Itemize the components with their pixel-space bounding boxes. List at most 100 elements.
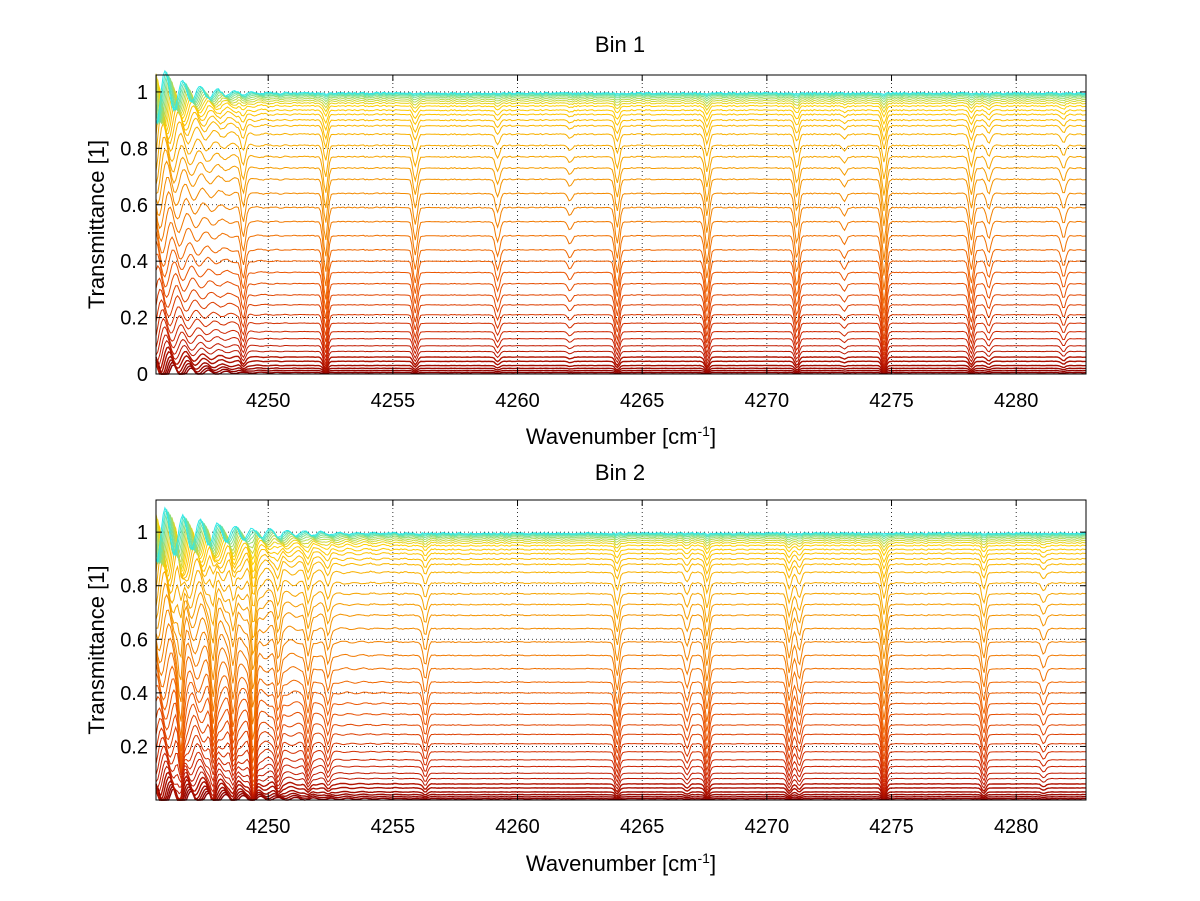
y-tick-label: 0.6 (120, 629, 148, 651)
series-line (155, 93, 1087, 142)
series-line (155, 672, 1086, 764)
x-tick-label: 4250 (246, 816, 291, 838)
series-line (155, 593, 1086, 671)
series-line (155, 514, 1086, 565)
series-group (155, 69, 1087, 375)
series-line (155, 357, 1087, 375)
series-line (155, 637, 1087, 725)
y-tick-label: 1 (137, 522, 148, 544)
series-group (155, 506, 1087, 801)
series-line (155, 736, 1086, 792)
x-tick-label: 4265 (620, 816, 665, 838)
y-tick-label: 0.4 (120, 683, 148, 705)
series-line (155, 745, 1086, 794)
series-line (155, 334, 1086, 368)
series-line (155, 765, 1086, 798)
series-line (155, 783, 1086, 801)
series-line (155, 87, 1087, 135)
series-line (155, 190, 1087, 261)
series-line (155, 752, 1086, 795)
axes-box (155, 499, 1087, 801)
series-line (155, 277, 1087, 339)
series-line (155, 663, 1087, 754)
y-tick-label: 0.4 (120, 251, 148, 273)
y-axis-title: Transmittance [1] (84, 140, 109, 309)
x-tick-label: 4265 (620, 390, 665, 412)
series-line (155, 517, 1086, 573)
chart-panel-bin-2: Bin 2 4250 4255 4260 4265 4270 4275 4280 0.2 0.4… (84, 460, 1087, 876)
chart-title: Bin 2 (595, 460, 645, 485)
y-tick-label: 0.2 (120, 736, 148, 758)
series-line (155, 760, 1086, 797)
y-tick-label: 0 (137, 364, 148, 386)
series-line (155, 77, 1087, 130)
series-line (155, 339, 1087, 369)
x-tick-label: 4275 (869, 816, 914, 838)
series-line (155, 707, 1086, 785)
series-line (155, 299, 1086, 351)
series-line (155, 609, 1086, 690)
ticks: 4250 4255 4260 4265 4270 4275 4280 0 0.2 0.4 0.6 0.… (120, 75, 1086, 412)
series-line (155, 780, 1086, 801)
series-line (155, 531, 1086, 587)
x-tick-label: 4280 (994, 816, 1039, 838)
x-tick-label: 4270 (745, 390, 790, 412)
series-line (155, 685, 1086, 772)
series-line (155, 557, 1086, 623)
series-line (155, 520, 1086, 576)
series-line (155, 73, 1087, 124)
series-line (155, 695, 1086, 778)
series-line (155, 230, 1087, 304)
series-line (155, 136, 1087, 196)
x-tick-label: 4260 (495, 390, 540, 412)
x-axis-title: Wavenumber [cm-1] (526, 850, 716, 876)
x-tick-label: 4260 (495, 816, 540, 838)
chart-panel-bin-1: Bin 1 4250 4255 4260 4265 4270 4275 4280 0 0.2 0.… (84, 32, 1087, 449)
series-line (155, 81, 1087, 133)
y-axis-title: Transmittance [1] (84, 565, 109, 734)
axes-box (155, 74, 1087, 375)
series-line (155, 288, 1087, 346)
series-line (155, 771, 1086, 801)
series-line (155, 240, 1087, 314)
x-tick-label: 4255 (371, 390, 416, 412)
series-line (155, 69, 1087, 125)
series-line (155, 506, 1087, 563)
series-line (155, 177, 1087, 244)
y-tick-label: 0.2 (120, 308, 148, 330)
series-line (155, 79, 1087, 125)
series-line (155, 718, 1086, 788)
series-line (155, 526, 1086, 579)
x-tick-label: 4255 (371, 816, 416, 838)
series-line (155, 355, 1087, 375)
x-tick-label: 4250 (246, 390, 291, 412)
series-line (155, 622, 1086, 708)
series-line (155, 74, 1087, 125)
series-line (156, 582, 1086, 656)
series-line (155, 253, 1087, 323)
y-tick-label: 1 (137, 82, 148, 104)
series-line (155, 351, 1086, 375)
series-line (155, 77, 1087, 124)
chart-title: Bin 1 (595, 32, 645, 57)
series-line (155, 160, 1087, 227)
series-line (155, 206, 1087, 276)
series-line (155, 317, 1086, 360)
series-line (155, 515, 1086, 569)
x-axis-title: Wavenumber [cm-1] (526, 423, 716, 449)
series-line (155, 358, 1086, 375)
series-line (155, 652, 1087, 740)
series-line (155, 548, 1086, 607)
series-line (155, 356, 1086, 375)
x-tick-label: 4280 (994, 390, 1039, 412)
ticks: 4250 4255 4260 4265 4270 4275 4280 0.2 0.4 0.6 0.8… (120, 500, 1086, 838)
series-line (155, 570, 1086, 640)
x-tick-label: 4270 (745, 816, 790, 838)
series-line (155, 73, 1087, 127)
series-line (155, 148, 1087, 212)
series-line (155, 71, 1087, 126)
series-line (155, 220, 1087, 291)
series-line (155, 100, 1087, 150)
